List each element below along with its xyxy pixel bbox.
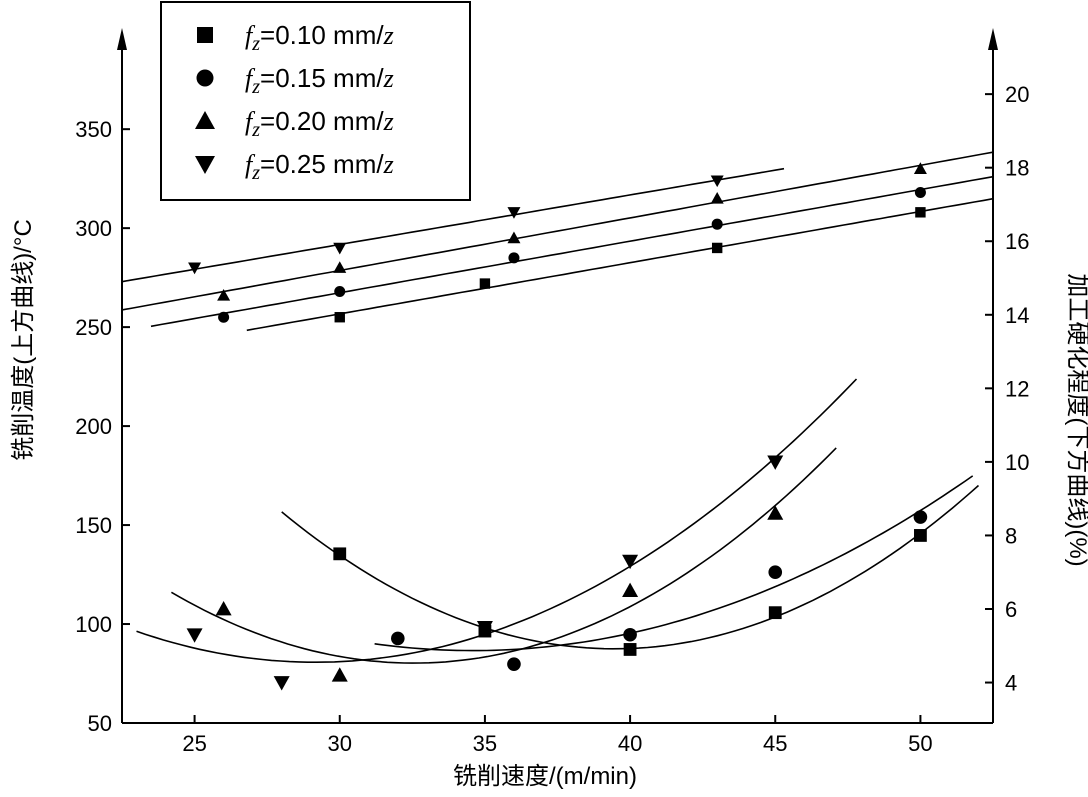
y-right-tick-label: 18 [1005,156,1029,181]
fit-curves [121,151,994,664]
hardening-point-circle [391,631,405,646]
x-tick-label: 50 [908,731,932,756]
y-left-tick-label: 250 [75,315,112,340]
y-right-tick-label: 8 [1005,523,1017,548]
data-markers [186,162,928,691]
x-tick-label: 40 [618,731,642,756]
hardening-point-triangle-down [186,628,203,643]
y-axis-right-arrow [988,28,998,50]
temperature-point-square [334,312,345,323]
temperature-point-triangle-up [333,261,347,273]
y-axis-right-title: 加工硬化程度(下方曲线)(%) [1064,273,1088,566]
temperature-curve-triangle-down [121,167,785,283]
y-right-tick-label: 6 [1005,597,1017,622]
y-right-tick-label: 4 [1005,671,1017,696]
hardening-curve-circle [374,475,974,652]
hardening-point-triangle-up [622,582,639,598]
hardening-point-triangle-up [767,505,784,520]
temperature-point-circle [218,311,230,323]
temperature-point-circle [914,186,926,199]
hardening-point-square [914,529,927,542]
x-axis-title: 铣削速度/(m/min) [453,763,637,790]
temperature-point-triangle-up [217,288,231,301]
hardening-point-circle [913,510,928,524]
y-right-tick-label: 14 [1005,303,1029,328]
legend-marker-circle [196,69,214,87]
temperature-point-triangle-up [507,231,521,244]
hardening-point-square [768,606,782,620]
hardening-curve-triangle-up [170,447,837,664]
y-right-ticks: 4 6 8 10 12 14 16 18 20 [985,82,1029,696]
y-right-tick-label: 16 [1005,229,1029,254]
legend-label: fz=0.25 mm/z [245,149,394,184]
x-ticks: 25 30 35 40 45 50 [182,715,933,756]
hardening-point-triangle-down [273,676,290,691]
temperature-curve-triangle-up [121,151,994,311]
y-left-ticks: 50 100 150 200 250 300 350 [75,117,130,736]
temperature-point-triangle-up [710,191,724,204]
hardening-point-circle [507,657,521,671]
legend: fz=0.10 mm/z fz=0.15 mm/z fz=0.20 mm/z fz=0… [195,20,394,184]
hardening-point-triangle-down [767,455,784,470]
legend-label: fz=0.20 mm/z [245,106,394,141]
temperature-point-triangle-up [913,162,927,174]
legend-label: fz=0.15 mm/z [245,63,394,98]
temperature-point-square [479,278,491,289]
y-axis-left-title: 铣削温度(上方曲线)/°C [10,219,37,461]
legend-marker-triangle-down [195,156,215,174]
legend-marker-square [197,27,213,43]
x-tick-label: 45 [763,731,787,756]
y-right-tick-label: 10 [1005,450,1029,475]
temperature-curve-square [246,197,994,332]
hardening-point-circle [768,565,783,580]
y-left-tick-label: 50 [88,711,112,736]
y-left-tick-label: 100 [75,612,112,637]
y-left-tick-label: 200 [75,414,112,439]
temperature-point-circle [711,218,723,230]
x-tick-label: 30 [328,731,352,756]
hardening-point-triangle-down [622,554,639,570]
temperature-point-square [915,207,926,218]
hardening-point-triangle-down [476,620,493,636]
temperature-point-triangle-down [507,207,521,219]
y-right-tick-label: 20 [1005,82,1029,107]
y-axis-left-arrow [117,28,127,50]
y-right-tick-label: 12 [1005,376,1029,401]
temperature-point-triangle-down [333,242,347,255]
hardening-point-triangle-up [331,667,348,682]
temperature-curve-circle [150,175,994,328]
hardening-point-square [333,547,347,561]
x-tick-label: 35 [473,731,497,756]
temperature-point-circle [508,252,520,264]
temperature-point-triangle-down [710,175,724,188]
temperature-point-square [711,242,723,254]
hardening-point-triangle-up [215,600,232,616]
legend-marker-triangle-up [195,111,215,129]
y-left-tick-label: 150 [75,513,112,538]
temperature-point-triangle-down [188,262,202,275]
hardening-point-square [623,643,637,656]
hardening-point-circle [623,627,637,642]
temperature-point-circle [334,285,346,298]
x-tick-label: 25 [182,731,206,756]
hardening-curve-triangle-down [136,378,858,663]
y-left-tick-label: 300 [75,216,112,241]
y-left-tick-label: 350 [75,117,112,142]
legend-label: fz=0.10 mm/z [245,20,394,55]
